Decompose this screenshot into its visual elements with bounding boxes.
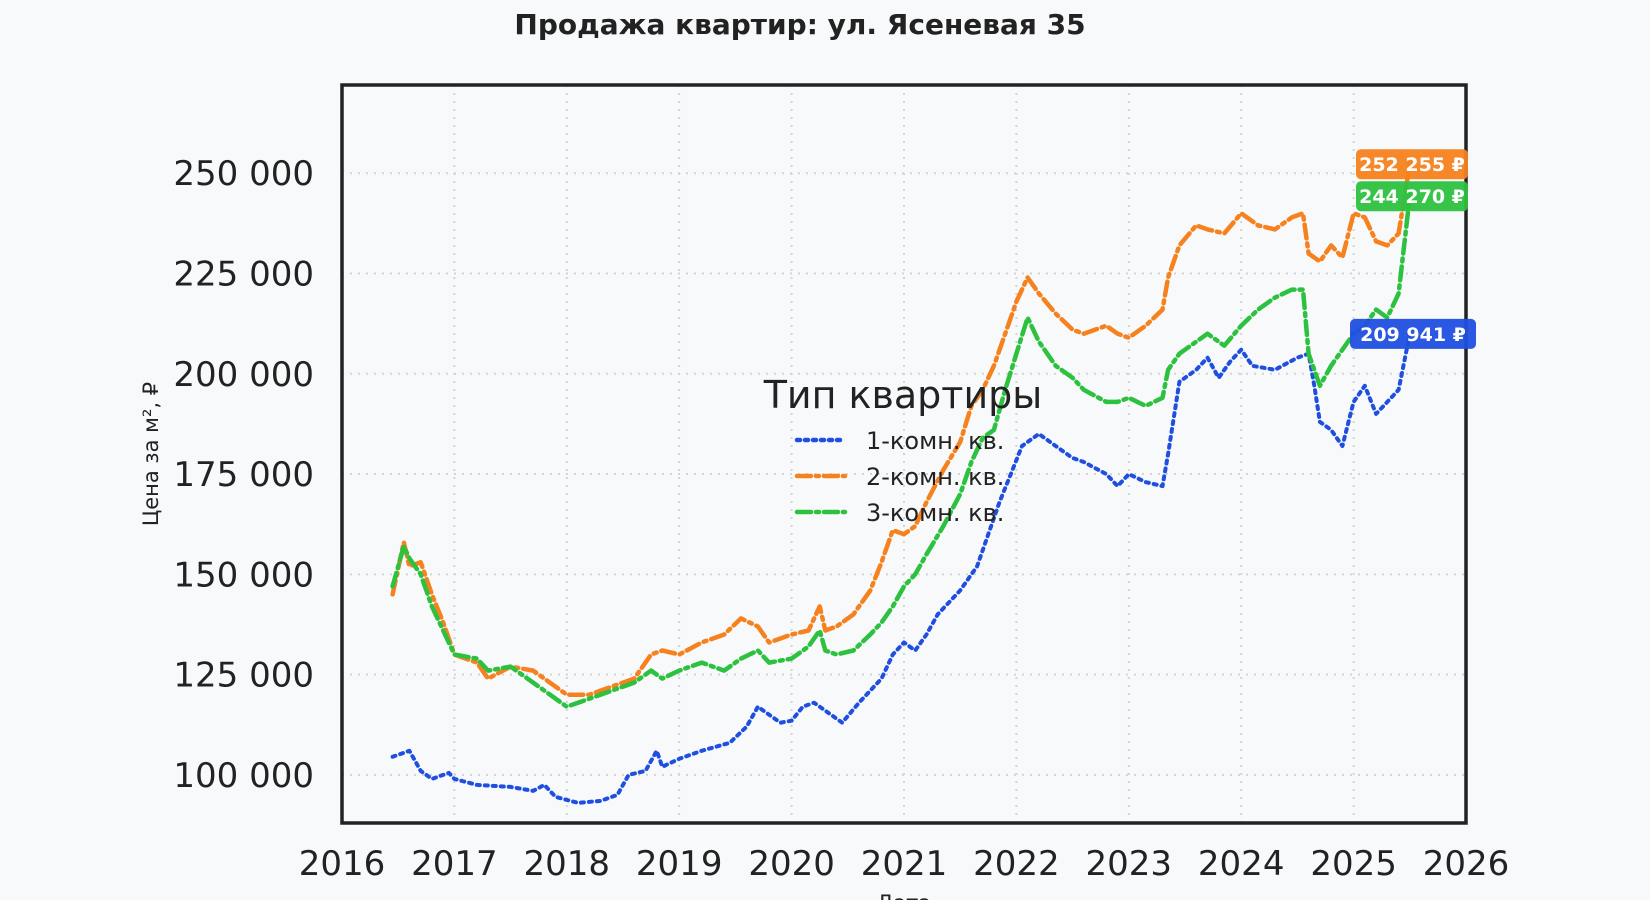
series-line-1 [390, 331, 1412, 805]
x-tick-label: 2020 [748, 844, 835, 884]
tick-labels: 2016 2017 2018 2019 2020 2021 2022 2023 2024 2025… [173, 154, 1509, 884]
y-tick-label: 200 000 [173, 355, 314, 395]
grid [342, 85, 1466, 823]
legend-entry-2: 2-комн. кв. [866, 463, 1004, 491]
x-tick-label: 2021 [861, 844, 948, 884]
x-tick-label: 2022 [973, 844, 1060, 884]
y-axis-label: Цена за м², ₽ [139, 382, 163, 526]
x-tick-label: 2023 [1086, 844, 1173, 884]
value-badge-label-3: 209 941 ₽ [1360, 324, 1466, 346]
value-badge-3 [1350, 318, 1476, 349]
x-tick-label: 2016 [299, 844, 386, 884]
value-badges: 252 255 ₽ 244 270 ₽ 209 941 ₽ [1350, 149, 1476, 349]
chart-title: Продажа квартир: ул. Ясеневая 35 [514, 8, 1086, 41]
legend-entry-3: 3-комн. кв. [866, 499, 1004, 527]
y-tick-label: 175 000 [173, 455, 314, 495]
y-tick-label: 100 000 [173, 756, 314, 796]
y-tick-label: 150 000 [173, 555, 314, 595]
x-tick-label: 2017 [411, 844, 498, 884]
x-axis-label: Дата [877, 891, 931, 900]
x-tick-label: 2026 [1423, 844, 1510, 884]
x-tick-label: 2025 [1310, 844, 1397, 884]
value-badge-label-1: 252 255 ₽ [1359, 154, 1465, 176]
x-tick-label: 2019 [636, 844, 723, 884]
y-tick-label: 250 000 [173, 154, 314, 194]
value-badge-label-2: 244 270 ₽ [1359, 186, 1465, 208]
y-tick-label: 225 000 [173, 255, 314, 295]
legend-title: Тип квартиры [763, 373, 1043, 417]
value-badge-1 [1356, 149, 1468, 180]
value-badge-2 [1356, 181, 1468, 212]
x-tick-label: 2018 [524, 844, 611, 884]
legend-entry-1: 1-комн. кв. [866, 427, 1004, 455]
legend: Тип квартиры 1-комн. кв. 2-комн. кв. 3-ком… [763, 373, 1043, 527]
series-line-3 [390, 193, 1413, 709]
y-tick-label: 125 000 [173, 656, 314, 696]
series-line-2 [390, 161, 1413, 697]
plot-area-frame [340, 83, 1468, 825]
x-tick-label: 2024 [1198, 844, 1285, 884]
